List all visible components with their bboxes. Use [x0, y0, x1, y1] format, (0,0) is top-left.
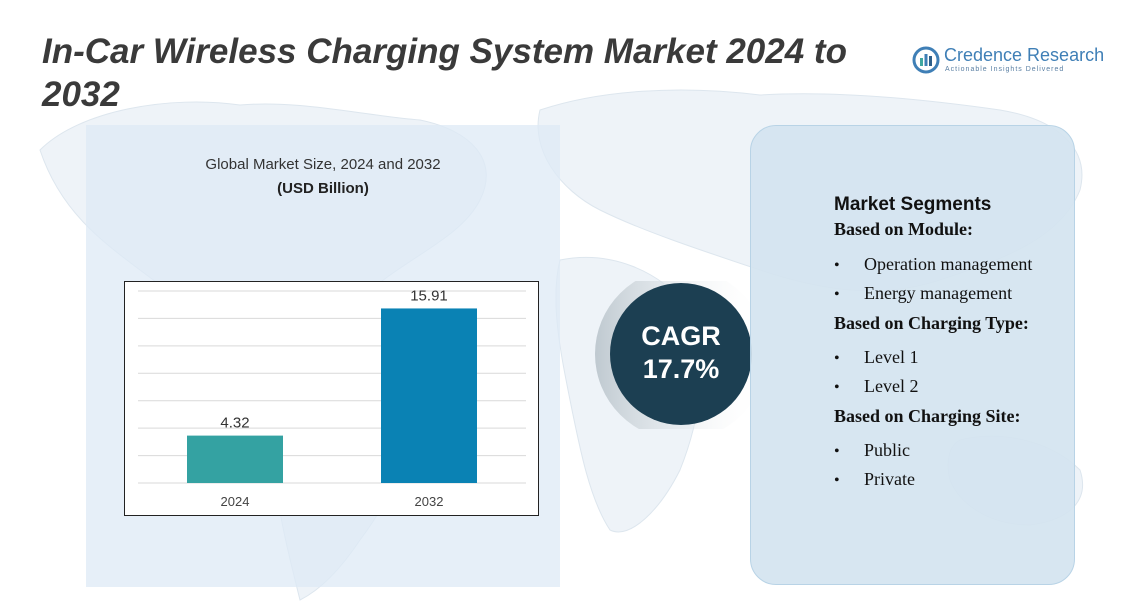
group-label-charging-type: Based on Charging Type: — [834, 313, 1029, 333]
list-item: • Public — [834, 440, 911, 460]
data-label: 15.91 — [410, 287, 448, 304]
cagr-circle — [610, 283, 752, 425]
segments-heading: Market Segments — [834, 194, 992, 215]
x-tick-label: 2032 — [415, 494, 444, 509]
list-item: • Private — [834, 469, 915, 489]
page-title: In-Car Wireless Charging System Market 2… — [42, 32, 847, 114]
data-label: 4.32 — [220, 415, 249, 432]
logo-name: Credence Research — [944, 45, 1105, 65]
credence-logo-icon — [912, 46, 940, 74]
group-label-charging-site: Based on Charging Site: — [834, 406, 1021, 426]
bar-2024 — [187, 435, 283, 483]
bar-2032 — [381, 308, 477, 483]
bar-chart: 4.32 2024 15.91 2032 — [124, 281, 539, 516]
x-tick-label: 2024 — [221, 494, 250, 509]
brand-logo[interactable]: Credence Research Actionable Insights De… — [912, 44, 1105, 80]
chart-title: Global Market Size, 2024 and 2032 — [205, 156, 441, 173]
cagr-value: 17.7% — [642, 354, 720, 384]
list-item: • Energy management — [834, 283, 1013, 303]
group-label-module: Based on Module: — [834, 219, 974, 239]
list-item: • Operation management — [834, 254, 1033, 274]
chart-subtitle: (USD Billion) — [277, 180, 369, 197]
logo-tagline: Actionable Insights Delivered — [945, 66, 1065, 73]
segments-panel: Market Segments Based on Module: • Operat… — [750, 125, 1075, 585]
list-item: • Level 1 — [834, 347, 919, 367]
cagr-badge: CAGR 17.7% — [582, 281, 754, 429]
list-item: • Level 2 — [834, 376, 919, 396]
cagr-label: CAGR — [641, 321, 721, 351]
